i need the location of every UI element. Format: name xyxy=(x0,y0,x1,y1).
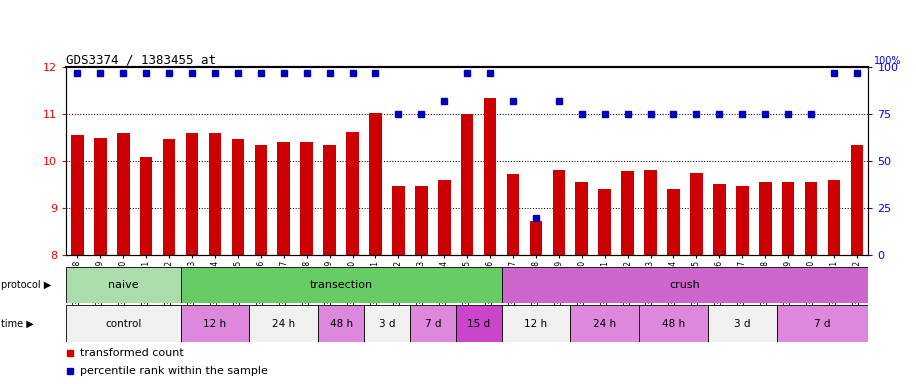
Bar xyxy=(94,138,106,255)
Text: percentile rank within the sample: percentile rank within the sample xyxy=(81,366,268,376)
Bar xyxy=(455,305,502,342)
Bar xyxy=(318,305,364,342)
Bar xyxy=(507,174,519,255)
Text: 3 d: 3 d xyxy=(734,318,750,329)
Text: 24 h: 24 h xyxy=(594,318,616,329)
Text: 15 d: 15 d xyxy=(467,318,490,329)
Bar xyxy=(163,139,176,255)
Bar xyxy=(117,133,129,255)
Text: naive: naive xyxy=(108,280,138,290)
Bar xyxy=(639,305,708,342)
Bar xyxy=(502,267,868,303)
Text: 48 h: 48 h xyxy=(330,318,353,329)
Bar xyxy=(502,305,571,342)
Bar xyxy=(415,186,428,255)
Bar xyxy=(805,182,817,255)
Bar xyxy=(644,170,657,255)
Bar xyxy=(758,182,771,255)
Bar xyxy=(552,170,565,255)
Bar xyxy=(782,182,794,255)
Text: transformed count: transformed count xyxy=(81,348,184,358)
Text: crush: crush xyxy=(670,280,701,290)
Bar xyxy=(255,145,267,255)
Bar xyxy=(323,145,336,255)
Bar xyxy=(736,186,748,255)
Bar xyxy=(232,139,245,255)
Bar xyxy=(300,142,313,255)
Text: 12 h: 12 h xyxy=(524,318,548,329)
Bar xyxy=(71,136,83,255)
Bar xyxy=(249,305,318,342)
Text: 100%: 100% xyxy=(874,56,901,66)
Bar xyxy=(713,184,725,255)
Bar xyxy=(529,222,542,255)
Bar xyxy=(209,133,222,255)
Bar xyxy=(828,180,840,255)
Text: GDS3374 / 1383455_at: GDS3374 / 1383455_at xyxy=(66,53,216,66)
Bar xyxy=(777,305,868,342)
Bar xyxy=(851,145,863,255)
Bar xyxy=(667,189,680,255)
Bar xyxy=(180,267,502,303)
Bar xyxy=(278,142,290,255)
Bar xyxy=(461,114,474,255)
Bar xyxy=(66,267,180,303)
Bar xyxy=(409,305,455,342)
Bar xyxy=(438,180,451,255)
Bar xyxy=(364,305,409,342)
Text: 3 d: 3 d xyxy=(378,318,395,329)
Text: 48 h: 48 h xyxy=(662,318,685,329)
Text: protocol ▶: protocol ▶ xyxy=(1,280,51,290)
Bar xyxy=(708,305,777,342)
Bar xyxy=(180,305,249,342)
Text: 24 h: 24 h xyxy=(272,318,295,329)
Text: time ▶: time ▶ xyxy=(1,318,34,329)
Bar xyxy=(369,113,382,255)
Bar xyxy=(392,186,405,255)
Text: 12 h: 12 h xyxy=(203,318,226,329)
Bar xyxy=(346,132,359,255)
Bar xyxy=(575,182,588,255)
Bar xyxy=(186,133,199,255)
Bar xyxy=(690,173,703,255)
Bar xyxy=(598,189,611,255)
Bar xyxy=(571,305,639,342)
Bar xyxy=(66,305,180,342)
Text: control: control xyxy=(105,318,141,329)
Text: 7 d: 7 d xyxy=(814,318,831,329)
Bar xyxy=(621,170,634,255)
Text: 7 d: 7 d xyxy=(424,318,441,329)
Bar xyxy=(140,157,152,255)
Bar xyxy=(484,98,496,255)
Text: transection: transection xyxy=(310,280,373,290)
